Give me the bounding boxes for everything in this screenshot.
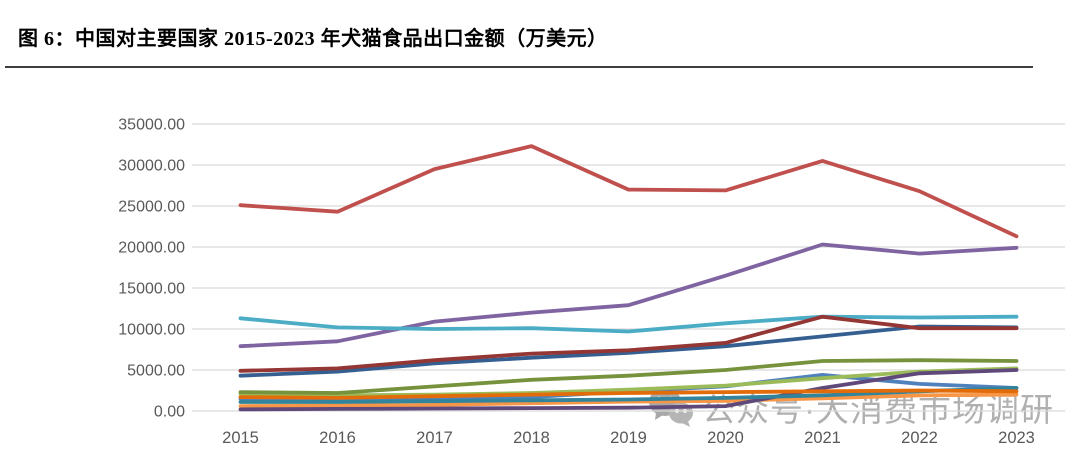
x-tick-label: 2018 [513, 429, 550, 447]
x-tick-label: 2022 [901, 429, 938, 447]
x-tick-label: 2019 [610, 429, 647, 447]
x-tick-label: 2016 [319, 429, 356, 447]
purple-line [238, 242, 1019, 349]
x-tick-label: 2023 [998, 429, 1035, 447]
cyan-line [238, 314, 1019, 334]
navy-line [238, 324, 1019, 378]
x-tick-label: 2020 [707, 429, 744, 447]
y-tick-label: 10000.00 [118, 322, 185, 339]
y-tick-label: 5000.00 [127, 363, 185, 380]
y-tick-label: 30000.00 [118, 158, 185, 175]
olive-line [238, 358, 1019, 395]
y-tick-label: 15000.00 [118, 281, 185, 298]
figure-title: 图 6：中国对主要国家 2015-2023 年犬猫食品出口金额（万美元） [18, 28, 608, 50]
x-tick-label: 2015 [222, 429, 259, 447]
y-tick-label: 0.00 [154, 404, 185, 421]
red-line [238, 144, 1019, 239]
title-divider [5, 66, 1033, 68]
x-tick-label: 2021 [804, 429, 841, 447]
light-green-line [238, 366, 1019, 398]
light-orange-line [238, 392, 1019, 409]
y-tick-label: 25000.00 [118, 199, 185, 216]
y-tick-label: 35000.00 [118, 117, 185, 134]
x-tick-label: 2017 [416, 429, 453, 447]
dark-orange-line [238, 388, 1019, 400]
y-tick-label: 20000.00 [118, 240, 185, 257]
maroon-line [238, 314, 1019, 373]
dark-purple-line [238, 368, 1019, 412]
